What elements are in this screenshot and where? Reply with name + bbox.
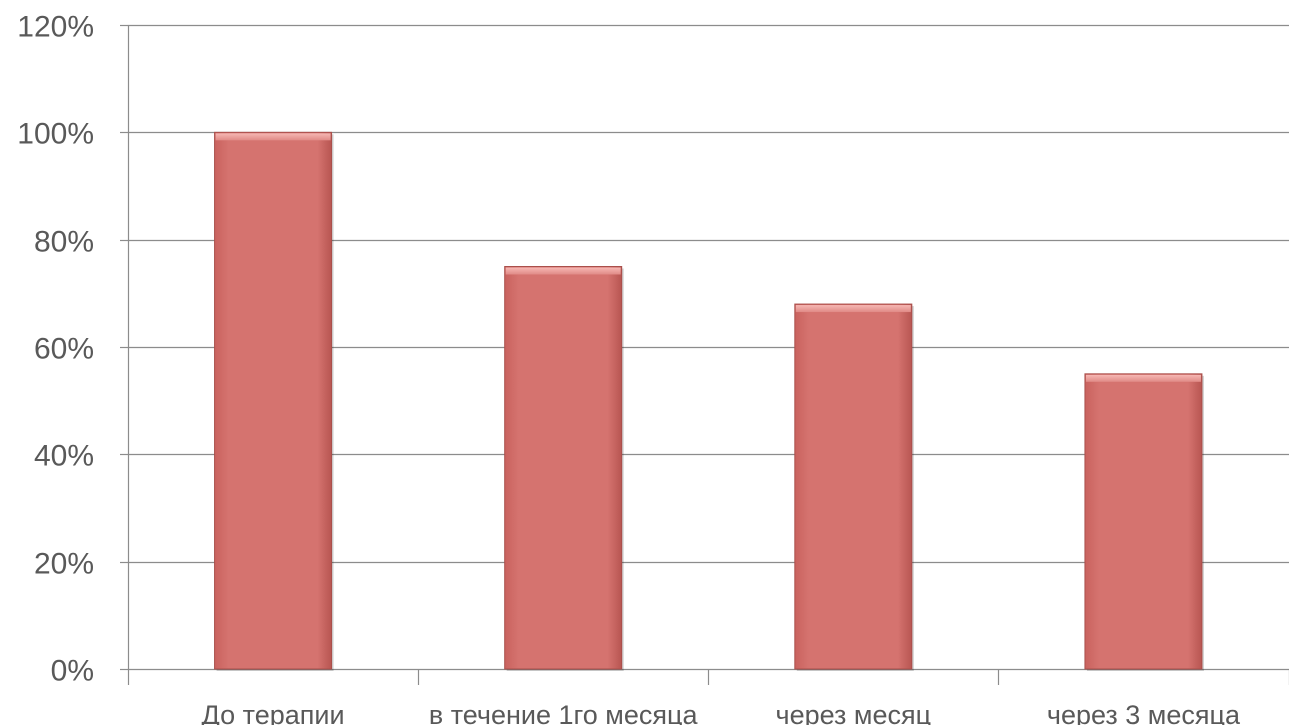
bar-body [214, 131, 333, 670]
bar-body [504, 266, 623, 670]
y-tick-label: 0% [51, 655, 94, 688]
x-axis-category-labels: До терапии в течение 1го месяца через меся… [202, 700, 1241, 725]
bar-bevel [1085, 374, 1201, 382]
bars [214, 131, 1204, 672]
bar-body [794, 303, 913, 670]
x-category-label: До терапии [202, 700, 345, 725]
bar-bevel [795, 305, 911, 313]
bar-body [1084, 373, 1203, 670]
bar-bevel [215, 133, 331, 141]
bar-bevel [505, 267, 621, 275]
y-tick-label: 80% [34, 226, 94, 259]
y-tick-label: 100% [17, 118, 94, 151]
y-tick-label: 20% [34, 548, 94, 581]
y-tick-label: 60% [34, 333, 94, 366]
x-category-label: в течение 1го месяца [429, 700, 699, 725]
bar [214, 131, 334, 672]
x-category-label: через месяц [776, 700, 932, 725]
bar [1084, 373, 1204, 671]
bar [794, 303, 914, 671]
y-tick-label: 40% [34, 440, 94, 473]
x-category-label: через 3 месяца [1047, 700, 1241, 725]
bar [504, 266, 624, 671]
y-axis-tick-labels: 0% 20% 40% 60% 80% 100% 120% [17, 11, 94, 688]
y-tick-label: 120% [17, 11, 94, 44]
